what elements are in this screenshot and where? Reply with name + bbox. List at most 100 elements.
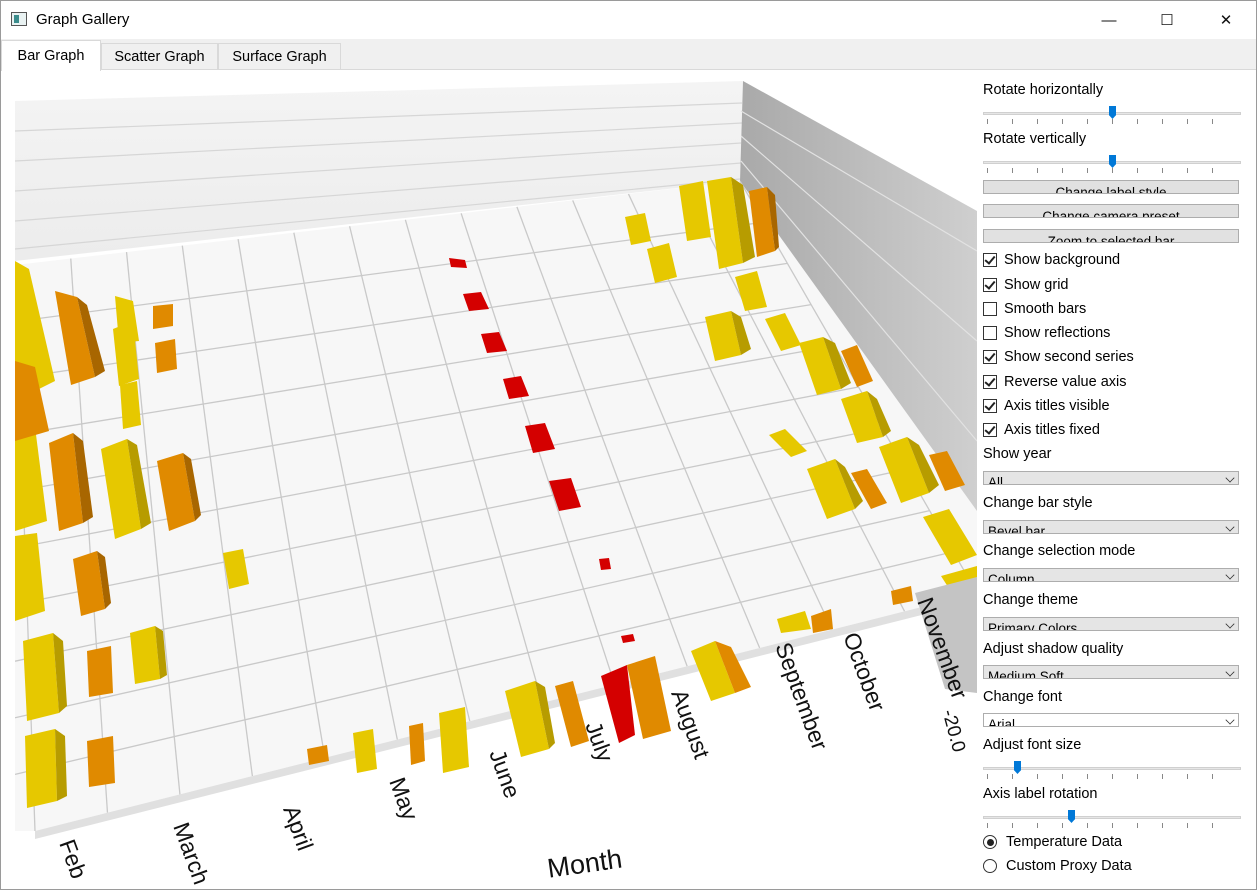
tab-scatter-graph[interactable]: Scatter Graph: [101, 43, 218, 69]
font-label: Change font: [983, 689, 1063, 705]
floor-grid-line: [181, 245, 254, 777]
combo-value: Primary Colors: [988, 621, 1078, 631]
checkbox-box[interactable]: [983, 326, 997, 340]
shadow-quality-label: Adjust shadow quality: [983, 641, 1124, 657]
rotate-horizontal-slider[interactable]: [983, 106, 1241, 124]
rotate-vertical-slider[interactable]: [983, 155, 1241, 173]
show-background-checkbox[interactable]: Show background: [983, 250, 1120, 270]
checkbox-label: Show reflections: [1004, 325, 1111, 341]
floor-grid-line: [237, 239, 326, 758]
checkbox-box[interactable]: [983, 399, 997, 413]
rotate-horizontal-thumb[interactable]: [1109, 106, 1116, 119]
show-grid-checkbox[interactable]: Show grid: [983, 275, 1068, 295]
combo-value: Medium Soft: [988, 669, 1064, 679]
theme-label: Change theme: [983, 592, 1079, 608]
floor-grid-line: [125, 252, 181, 795]
checkbox-box[interactable]: [983, 423, 997, 437]
radio-indicator[interactable]: [983, 835, 997, 849]
chevron-down-icon: [1225, 570, 1235, 580]
close-button[interactable]: ✕: [1219, 12, 1233, 29]
theme-combo[interactable]: Primary Colors: [983, 617, 1239, 631]
title-bar[interactable]: Graph Gallery — ☐ ✕: [1, 1, 1256, 39]
checkbox-label: Show second series: [1004, 349, 1134, 365]
checkbox-box[interactable]: [983, 375, 997, 389]
font-size-slider[interactable]: [983, 761, 1241, 779]
show-reflections-checkbox[interactable]: Show reflections: [983, 323, 1110, 343]
floor-grid-line: [15, 386, 859, 549]
chevron-down-icon: [1225, 473, 1235, 483]
month-label: March: [168, 819, 214, 888]
checkbox-label: Show background: [1004, 252, 1121, 268]
value-axis-tick-label: -20.0: [938, 707, 969, 754]
checkbox-label: Show grid: [1004, 277, 1069, 293]
radio-label: Temperature Data: [1006, 834, 1123, 850]
floor-grid-line: [348, 226, 471, 722]
app-icon: [11, 12, 27, 26]
temperature-data-radio[interactable]: Temperature Data: [983, 832, 1122, 852]
month-label: June: [484, 746, 525, 802]
bar-graph-canvas[interactable]: Feb March April May June July August September O…: [15, 81, 977, 889]
show-year-label: Show year: [983, 446, 1052, 462]
axis-label-rotation-label: Axis label rotation: [983, 786, 1098, 802]
rotate-horizontal-label: Rotate horizontally: [983, 82, 1104, 98]
custom-proxy-data-radio[interactable]: Custom Proxy Data: [983, 856, 1132, 876]
maximize-button[interactable]: ☐: [1160, 12, 1174, 29]
selection-mode-label: Change selection mode: [983, 543, 1136, 559]
shadow-quality-combo[interactable]: Medium Soft: [983, 665, 1239, 679]
selection-mode-combo[interactable]: Column: [983, 568, 1239, 582]
floor-grid-line: [293, 232, 398, 740]
axis-titles-fixed-checkbox[interactable]: Axis titles fixed: [983, 420, 1100, 440]
window-title: Graph Gallery: [36, 11, 130, 28]
axis-titles-visible-checkbox[interactable]: Axis titles visible: [983, 396, 1110, 416]
bar-style-label: Change bar style: [983, 495, 1093, 511]
floor-grid-line: [15, 303, 812, 436]
combo-value: All: [988, 475, 1004, 485]
chevron-down-icon: [1225, 522, 1235, 532]
tab-bar: Bar Graph Scatter Graph Surface Graph: [1, 39, 1256, 71]
bars-front: [307, 586, 913, 773]
zoom-selected-bar-button[interactable]: Zoom to selected bar: [983, 229, 1239, 243]
chevron-down-icon: [1225, 667, 1235, 677]
combo-value: Bevel bar: [988, 524, 1046, 534]
checkbox-box[interactable]: [983, 302, 997, 316]
month-label: September: [770, 639, 833, 754]
checkbox-label: Smooth bars: [1004, 301, 1087, 317]
radio-indicator[interactable]: [983, 859, 997, 873]
axis-label-rotation-thumb[interactable]: [1068, 810, 1075, 823]
floor-grid-line: [15, 262, 788, 379]
rotate-vertical-thumb[interactable]: [1109, 155, 1116, 168]
axis-label-rotation-slider[interactable]: [983, 810, 1241, 828]
floor-grid-line: [15, 509, 930, 719]
reverse-value-axis-checkbox[interactable]: Reverse value axis: [983, 372, 1127, 392]
font-size-thumb[interactable]: [1014, 761, 1021, 774]
right-wall-lower: [915, 577, 977, 693]
month-axis-title: Month: [545, 844, 623, 884]
month-label: May: [384, 774, 423, 824]
checkbox-box[interactable]: [983, 253, 997, 267]
tab-surface-graph[interactable]: Surface Graph: [218, 43, 341, 69]
combo-value: Arial: [988, 717, 1016, 727]
show-year-combo[interactable]: All: [983, 471, 1239, 485]
floor-grid-line: [15, 468, 907, 662]
checkbox-box[interactable]: [983, 278, 997, 292]
tab-bar-graph[interactable]: Bar Graph: [1, 40, 101, 71]
bar-style-combo[interactable]: Bevel bar: [983, 520, 1239, 534]
change-label-style-button[interactable]: Change label style: [983, 180, 1239, 194]
floor-grid-line: [15, 427, 883, 606]
checkbox-box[interactable]: [983, 350, 997, 364]
month-label: August: [666, 686, 715, 763]
minimize-button[interactable]: —: [1101, 11, 1117, 29]
back-wall: [15, 81, 743, 261]
change-camera-preset-button[interactable]: Change camera preset: [983, 204, 1239, 218]
right-wall-gridlines: [740, 110, 977, 442]
show-second-series-checkbox[interactable]: Show second series: [983, 347, 1134, 367]
floor-edge: [35, 593, 977, 839]
font-combo[interactable]: Arial: [983, 713, 1239, 727]
chevron-down-icon: [1225, 715, 1235, 725]
font-size-label: Adjust font size: [983, 737, 1082, 753]
radio-label: Custom Proxy Data: [1006, 858, 1132, 874]
smooth-bars-checkbox[interactable]: Smooth bars: [983, 299, 1086, 319]
month-label: July: [580, 718, 619, 766]
floor-grid-line: [15, 551, 954, 776]
